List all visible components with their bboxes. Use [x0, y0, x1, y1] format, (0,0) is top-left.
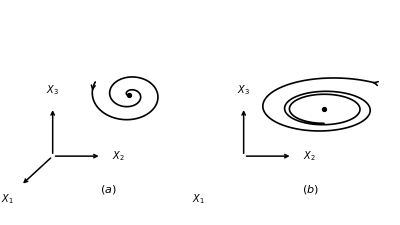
Text: $\mathit{(a)}$: $\mathit{(a)}$	[100, 183, 117, 196]
Text: $X_3$: $X_3$	[46, 83, 59, 97]
Text: $X_2$: $X_2$	[112, 149, 125, 163]
Text: $\mathit{(b)}$: $\mathit{(b)}$	[302, 183, 318, 196]
Text: $X_1$: $X_1$	[2, 192, 14, 205]
Text: $X_3$: $X_3$	[237, 83, 250, 97]
Text: $X_2$: $X_2$	[303, 149, 316, 163]
Text: $X_1$: $X_1$	[192, 192, 205, 205]
